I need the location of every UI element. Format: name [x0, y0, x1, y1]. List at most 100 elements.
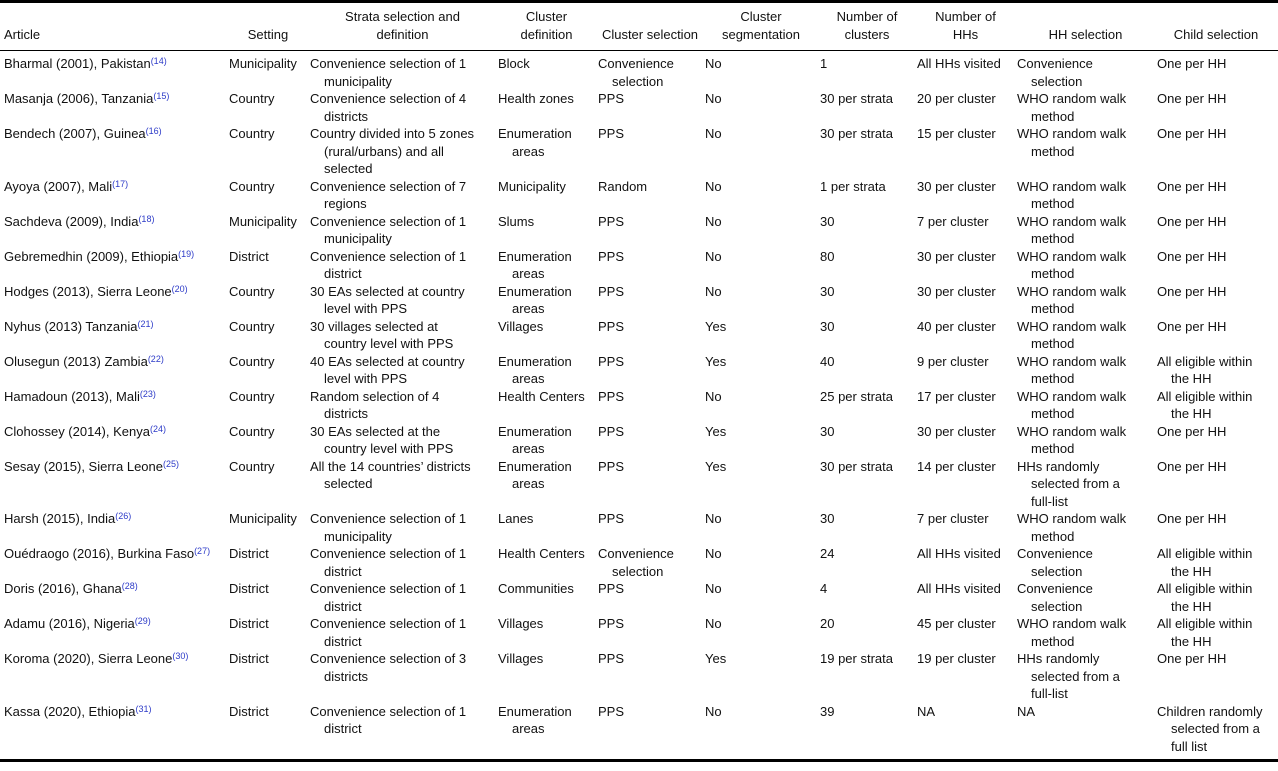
reference-link[interactable]: (23) [139, 388, 156, 399]
cell-strata: Country divided into 5 zones (rural/urba… [310, 126, 475, 176]
reference-link[interactable]: (24) [149, 423, 166, 434]
article-label: Masanja (2006), Tanzania [4, 91, 154, 106]
cell-child-selection: One per HH [1157, 318, 1227, 334]
cell-n-clusters: 25 per strata [820, 388, 893, 404]
cell-setting: District [229, 581, 269, 596]
cell-cluster-definition: Enumeration areas [498, 423, 572, 457]
cell-n-clusters: 1 [820, 56, 828, 71]
cell-setting: District [229, 703, 269, 719]
cell-strata: 30 villages selected at country level wi… [310, 318, 454, 352]
cell-child-selection: All eligible within the HH [1157, 616, 1253, 649]
reference-link[interactable]: (30) [172, 651, 189, 661]
reference-link[interactable]: (17) [112, 178, 129, 189]
column-header-article: Article [0, 1, 229, 51]
cell-n-hhs: NA [917, 703, 936, 719]
cell-cluster-definition: Enumeration areas [498, 248, 572, 282]
cell-cluster-segmentation: No [705, 388, 722, 404]
cell-cluster-segmentation: No [705, 178, 722, 194]
table-row: Ouédraogo (2016), Burkina Faso(27) Distr… [0, 545, 1278, 580]
article-label: Nyhus (2013) Tanzania [4, 318, 138, 334]
cell-n-hhs: 7 per cluster [917, 213, 989, 229]
cell-hh-selection: WHO random walk method [1017, 423, 1127, 457]
reference-link[interactable]: (19) [178, 248, 195, 259]
cell-strata: Random selection of 4 districts [310, 388, 440, 422]
article-label: Sachdeva (2009), India [4, 213, 139, 229]
cell-n-clusters: 30 per strata [820, 126, 893, 141]
cell-strata: Convenience selection of 1 district [310, 248, 467, 282]
reference-link[interactable]: (29) [134, 616, 151, 626]
cell-strata: 40 EAs selected at country level with PP… [310, 353, 465, 387]
reference-link[interactable]: (14) [150, 56, 167, 66]
article-label: Gebremedhin (2009), Ethiopia [4, 248, 179, 264]
cell-cluster-selection: Convenience selection [598, 546, 674, 579]
cell-article: Ouédraogo (2016), Burkina Faso(27) [0, 545, 229, 580]
table-row: Bharmal (2001), Pakistan(14) Municipalit… [0, 51, 1278, 91]
cell-cluster-definition: Lanes [498, 511, 534, 526]
cell-article: Bharmal (2001), Pakistan(14) [0, 51, 229, 91]
reference-link[interactable]: (21) [137, 318, 154, 329]
cell-article: Hamadoun (2013), Mali(23) [0, 388, 229, 423]
column-header-cluster-segmentation: Cluster segmentation [705, 1, 820, 51]
reference-link[interactable]: (18) [138, 213, 155, 224]
reference-link[interactable]: (26) [115, 511, 132, 521]
article-label: Bharmal (2001), Pakistan [4, 56, 151, 71]
reference-link[interactable]: (31) [135, 703, 152, 714]
cell-cluster-segmentation: Yes [705, 458, 727, 474]
cell-hh-selection: WHO random walk method [1017, 248, 1127, 282]
cell-n-hhs: 30 per cluster [917, 423, 996, 439]
reference-link[interactable]: (16) [145, 126, 162, 136]
table-row: Gebremedhin (2009), Ethiopia(19) Distric… [0, 248, 1278, 283]
cell-cluster-selection: PPS [598, 423, 625, 439]
cell-child-selection: All eligible within the HH [1157, 353, 1253, 387]
cell-child-selection: One per HH [1157, 651, 1227, 666]
cell-n-clusters: 30 [820, 511, 835, 526]
cell-cluster-definition: Health zones [498, 91, 574, 106]
cell-setting: Municipality [229, 213, 297, 229]
cell-n-hhs: 40 per cluster [917, 318, 996, 334]
cell-cluster-segmentation: No [705, 126, 722, 141]
cell-n-clusters: 30 [820, 423, 835, 439]
cell-n-hhs: 17 per cluster [917, 388, 996, 404]
cell-hh-selection: NA [1017, 703, 1036, 719]
table-row: Olusegun (2013) Zambia(22) Country 40 EA… [0, 353, 1278, 388]
cell-n-clusters: 24 [820, 546, 835, 561]
cell-strata: Convenience selection of 4 districts [310, 91, 467, 124]
reference-link[interactable]: (27) [194, 546, 211, 556]
cell-n-clusters: 30 per strata [820, 458, 893, 474]
cell-setting: Country [229, 423, 275, 439]
table-row: Masanja (2006), Tanzania(15) Country Con… [0, 90, 1278, 125]
table-row: Hodges (2013), Sierra Leone(20) Country … [0, 283, 1278, 318]
cell-article: Masanja (2006), Tanzania(15) [0, 90, 229, 125]
cell-cluster-selection: PPS [598, 581, 625, 596]
cell-cluster-selection: PPS [598, 248, 625, 264]
cell-article: Clohossey (2014), Kenya(24) [0, 423, 229, 458]
cell-child-selection: One per HH [1157, 248, 1227, 264]
reference-link[interactable]: (28) [121, 581, 138, 591]
reference-link[interactable]: (25) [162, 458, 179, 469]
reference-link[interactable]: (22) [147, 353, 164, 364]
table-row: Ayoya (2007), Mali(17) Country Convenien… [0, 178, 1278, 213]
cell-cluster-segmentation: No [705, 581, 722, 596]
reference-link[interactable]: (15) [153, 91, 170, 101]
cell-hh-selection: WHO random walk method [1017, 178, 1127, 212]
cell-setting: Country [229, 388, 275, 404]
article-label: Ayoya (2007), Mali [4, 178, 113, 194]
cell-n-clusters: 30 [820, 283, 835, 299]
cell-article: Harsh (2015), India(26) [0, 510, 229, 545]
cell-hh-selection: WHO random walk method [1017, 353, 1127, 387]
table-row: Bendech (2007), Guinea(16) Country Count… [0, 125, 1278, 178]
table-row: Sachdeva (2009), India(18) Municipality … [0, 213, 1278, 248]
article-label: Ouédraogo (2016), Burkina Faso [4, 546, 195, 561]
table-row: Sesay (2015), Sierra Leone(25) Country A… [0, 458, 1278, 511]
cell-cluster-segmentation: No [705, 546, 722, 561]
reference-link[interactable]: (20) [171, 283, 188, 294]
cell-cluster-segmentation: No [705, 248, 722, 264]
cell-article: Bendech (2007), Guinea(16) [0, 125, 229, 178]
cell-n-hhs: 30 per cluster [917, 248, 996, 264]
table-row: Nyhus (2013) Tanzania(21) Country 30 vil… [0, 318, 1278, 353]
cell-article: Hodges (2013), Sierra Leone(20) [0, 283, 229, 318]
cell-n-hhs: 7 per cluster [917, 511, 989, 526]
cell-cluster-definition: Slums [498, 213, 535, 229]
article-label: Harsh (2015), India [4, 511, 116, 526]
